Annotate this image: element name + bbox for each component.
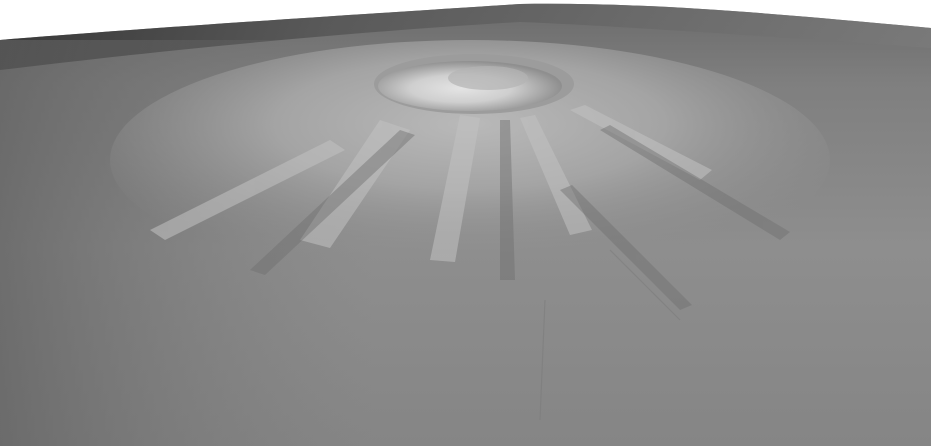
flank-shadows bbox=[250, 120, 790, 310]
caption-strip bbox=[0, 436, 931, 446]
horizon-band bbox=[0, 3, 931, 70]
flank-ridges bbox=[150, 105, 712, 262]
plain-streaks bbox=[539, 249, 681, 421]
crater-pit bbox=[448, 66, 528, 90]
